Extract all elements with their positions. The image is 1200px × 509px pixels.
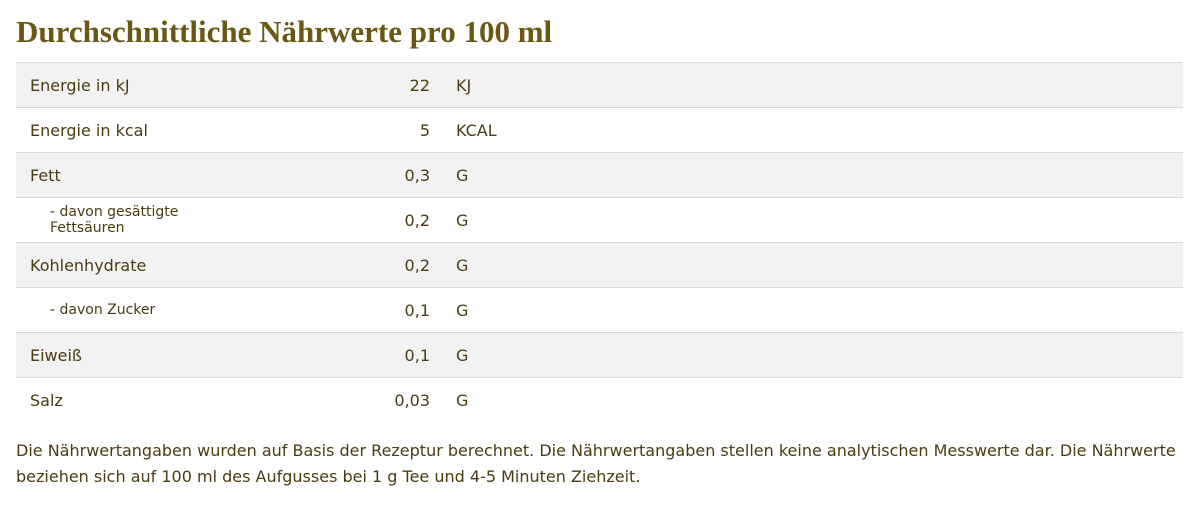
unit: G [440,242,1183,288]
unit: G [440,332,1183,378]
unit: G [440,152,1183,198]
amount: 0,1 [230,287,440,333]
unit: KJ [440,62,1183,108]
nutrient: - davon Zucker [16,287,230,333]
table-row: Energie in kJ 22 KJ [16,62,1183,108]
nutrient: Fett [16,152,230,198]
table-row: Kohlenhydrate 0,2 G [16,242,1183,288]
title: Durchschnittliche Nährwerte pro 100 ml [16,14,553,49]
nutrient: Kohlenhydrate [16,242,230,288]
unit: G [440,197,1183,243]
amount: 22 [230,62,440,108]
unit: KCAL [440,107,1183,153]
nutrient: Eiweiß [16,332,230,378]
table-row: - davon Zucker 0,1 G [16,287,1183,333]
table-row: Salz 0,03 G [16,377,1183,422]
unit: G [440,287,1183,333]
amount: 0,1 [230,332,440,378]
amount: 0,2 [230,242,440,288]
table-row: Energie in kcal 5 KCAL [16,107,1183,153]
note: Die Nährwertangaben wurden auf Basis der… [16,441,1176,486]
amount: 0,2 [230,197,440,243]
nutrient: Energie in kJ [16,62,230,108]
nutrient: Energie in kcal [16,107,230,153]
amount: 0,3 [230,152,440,198]
unit: G [440,377,1183,422]
table-row: Fett 0,3 G [16,152,1183,198]
table-row: Eiweiß 0,1 G [16,332,1183,378]
nutrient: Salz [16,377,230,422]
amount: 0,03 [230,377,440,422]
nutrient: - davon gesättigte Fettsäuren [16,197,230,243]
nutrition-table: Energie in kJ 22 KJ Energie in kcal 5 KCAL Fet… [16,62,1183,422]
amount: 5 [230,107,440,153]
table-row: - davon gesättigte Fettsäuren 0,2 G [16,197,1183,243]
